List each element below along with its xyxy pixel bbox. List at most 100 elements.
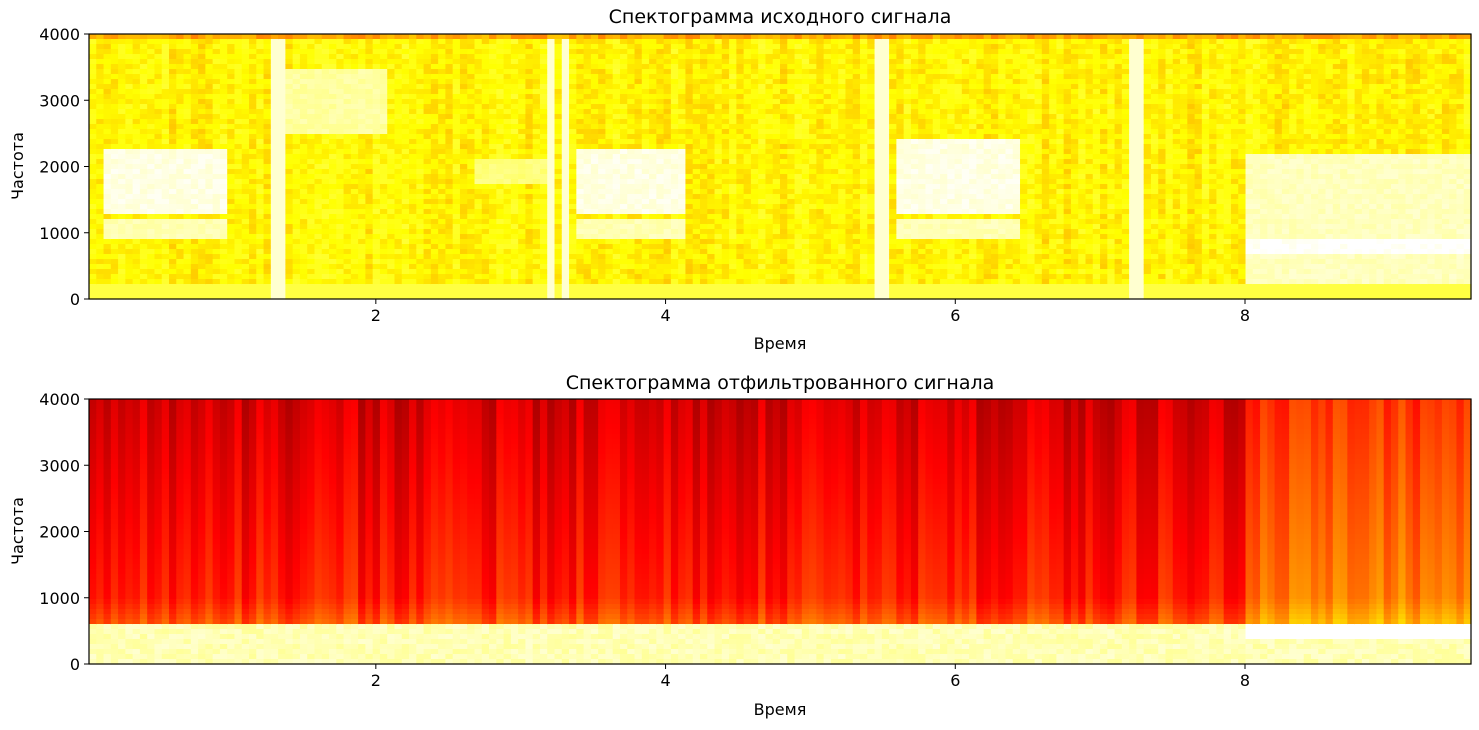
heatmap-cell bbox=[154, 174, 162, 180]
heatmap-cell bbox=[744, 204, 752, 210]
heatmap-cell bbox=[358, 249, 366, 255]
heatmap-cell bbox=[402, 179, 410, 185]
heatmap-cell bbox=[365, 94, 373, 100]
heatmap-cell bbox=[605, 279, 613, 285]
heatmap-cell bbox=[482, 209, 490, 215]
heatmap-cell bbox=[547, 259, 555, 265]
heatmap-cell bbox=[125, 79, 133, 85]
heatmap-cell bbox=[656, 59, 664, 65]
heatmap-cell bbox=[198, 274, 206, 280]
heatmap-cell bbox=[744, 284, 752, 290]
heatmap-cell bbox=[271, 149, 279, 155]
heatmap-cell bbox=[722, 129, 730, 135]
heatmap-cell bbox=[635, 39, 643, 45]
heatmap-cell bbox=[365, 39, 373, 45]
heatmap-cell bbox=[758, 174, 766, 180]
heatmap-cell bbox=[365, 149, 373, 155]
heatmap-cell bbox=[729, 69, 737, 75]
heatmap-cell bbox=[351, 164, 359, 170]
heatmap-cell bbox=[627, 134, 635, 140]
heatmap-cell bbox=[387, 264, 395, 270]
heatmap-cell bbox=[249, 129, 257, 135]
heatmap-cell bbox=[605, 79, 613, 85]
heatmap-cell bbox=[489, 209, 497, 215]
heatmap-cell bbox=[256, 74, 264, 80]
heatmap-cell bbox=[664, 114, 672, 120]
heatmap-cell bbox=[394, 89, 402, 95]
heatmap-cell bbox=[424, 224, 432, 230]
heatmap-cell bbox=[685, 144, 693, 150]
heatmap-cell bbox=[373, 289, 381, 295]
heatmap-cell bbox=[256, 164, 264, 170]
heatmap-cell bbox=[344, 279, 352, 285]
heatmap-cell bbox=[351, 219, 359, 225]
heatmap-cell bbox=[758, 274, 766, 280]
heatmap-cell bbox=[445, 269, 453, 275]
heatmap-cell bbox=[671, 134, 679, 140]
heatmap-cell bbox=[242, 169, 250, 175]
heatmap-cell bbox=[613, 124, 621, 130]
heatmap-cell bbox=[496, 104, 504, 110]
heatmap-cell bbox=[344, 119, 352, 125]
heatmap-cell bbox=[744, 209, 752, 215]
heatmap-cell bbox=[664, 59, 672, 65]
heatmap-cell bbox=[322, 99, 330, 105]
heatmap-cell bbox=[205, 259, 213, 265]
heatmap-cell bbox=[605, 69, 613, 75]
heatmap-cell bbox=[736, 99, 744, 105]
heatmap-cell bbox=[431, 109, 439, 115]
heatmap-cell bbox=[489, 199, 497, 205]
heatmap-cell bbox=[329, 154, 337, 160]
heatmap-cell bbox=[460, 79, 468, 85]
heatmap-cell bbox=[133, 174, 141, 180]
heatmap-cell bbox=[307, 44, 315, 50]
heatmap-cell bbox=[751, 164, 759, 170]
heatmap-cell bbox=[162, 204, 170, 210]
heatmap-cell bbox=[605, 44, 613, 50]
heatmap-cell bbox=[285, 229, 293, 235]
heatmap-cell bbox=[111, 59, 119, 65]
heatmap-cell bbox=[271, 214, 279, 220]
heatmap-cell bbox=[445, 134, 453, 140]
heatmap-cell bbox=[649, 149, 657, 155]
heatmap-cell bbox=[220, 139, 228, 145]
heatmap-cell bbox=[111, 159, 119, 165]
heatmap-cell bbox=[649, 79, 657, 85]
heatmap-cell bbox=[576, 39, 584, 45]
heatmap-cell bbox=[227, 59, 235, 65]
heatmap-cell bbox=[278, 259, 286, 265]
heatmap-cell bbox=[300, 229, 308, 235]
heatmap-cell bbox=[540, 99, 548, 105]
heatmap-cell bbox=[336, 69, 344, 75]
heatmap-cell bbox=[358, 49, 366, 55]
heatmap-cell bbox=[620, 34, 628, 40]
heatmap-cell bbox=[416, 49, 424, 55]
heatmap-cell bbox=[402, 164, 410, 170]
heatmap-cell bbox=[351, 114, 359, 120]
heatmap-cell bbox=[256, 284, 264, 290]
heatmap-cell bbox=[664, 154, 672, 160]
heatmap-cell bbox=[409, 194, 417, 200]
heatmap-cell bbox=[518, 34, 526, 40]
heatmap-cell bbox=[322, 44, 330, 50]
heatmap-cell bbox=[576, 209, 584, 215]
heatmap-cell bbox=[111, 249, 119, 255]
heatmap-cell bbox=[453, 119, 461, 125]
heatmap-cell bbox=[445, 184, 453, 190]
heatmap-cell bbox=[605, 289, 613, 295]
heatmap-cell bbox=[176, 134, 184, 140]
heatmap-cell bbox=[460, 234, 468, 240]
heatmap-cell bbox=[482, 69, 490, 75]
heatmap-cell bbox=[307, 244, 315, 250]
heatmap-cell bbox=[685, 34, 693, 40]
heatmap-cell bbox=[496, 209, 504, 215]
heatmap-cell bbox=[104, 199, 112, 205]
heatmap-cell bbox=[242, 94, 250, 100]
heatmap-cell bbox=[664, 274, 672, 280]
heatmap-cell bbox=[685, 179, 693, 185]
heatmap-cell bbox=[584, 199, 592, 205]
heatmap-cell bbox=[431, 174, 439, 180]
heatmap-cell bbox=[758, 269, 766, 275]
heatmap-cell bbox=[460, 269, 468, 275]
heatmap-cell bbox=[416, 164, 424, 170]
